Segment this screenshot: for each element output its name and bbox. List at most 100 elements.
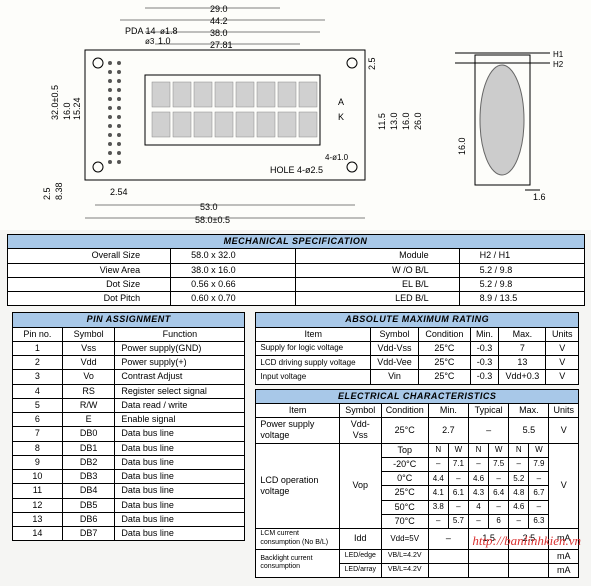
pin-function: Register select signal xyxy=(115,384,245,398)
svg-text:HOLE 4-ø2.5: HOLE 4-ø2.5 xyxy=(270,165,323,175)
pin-no: 7 xyxy=(13,427,63,441)
svg-text:4-ø1.0: 4-ø1.0 xyxy=(325,153,349,162)
pin-symbol: DB0 xyxy=(62,427,115,441)
electrical-char-table: ELECTRICAL CHARACTERISTICS Item Symbol C… xyxy=(255,389,579,579)
pin-no: 6 xyxy=(13,413,63,427)
pin-function: Contrast Adjust xyxy=(115,370,245,384)
pin-title: PIN ASSIGNMENT xyxy=(13,313,245,327)
svg-text:26.0: 26.0 xyxy=(413,112,423,130)
abs-title: ABSOLUTE MAXIMUM RATING xyxy=(256,313,579,327)
pin-symbol: DB4 xyxy=(62,484,115,498)
svg-text:1.0: 1.0 xyxy=(158,36,171,46)
svg-text:32.0±0.5: 32.0±0.5 xyxy=(50,85,60,120)
pin-symbol: R/W xyxy=(62,398,115,412)
svg-text:1.6: 1.6 xyxy=(533,192,546,202)
svg-text:53.0: 53.0 xyxy=(200,202,218,212)
pin-function: Data bus line xyxy=(115,470,245,484)
pin-function: Data read / write xyxy=(115,398,245,412)
svg-text:2.5: 2.5 xyxy=(367,57,377,70)
pin-no: 9 xyxy=(13,455,63,469)
mechanical-spec-table: MECHANICAL SPECIFICATION Overall Size 58… xyxy=(7,234,585,306)
pin-no: 8 xyxy=(13,441,63,455)
pin-symbol: DB2 xyxy=(62,455,115,469)
mech-value: 0.56 x 0.66 xyxy=(171,277,296,291)
svg-text:58.0±0.5: 58.0±0.5 xyxy=(195,215,230,225)
pin-no: 2 xyxy=(13,356,63,370)
pin-function: Data bus line xyxy=(115,527,245,541)
pin-function: Data bus line xyxy=(115,455,245,469)
pin-no: 12 xyxy=(13,498,63,512)
pin-no: 5 xyxy=(13,398,63,412)
pin-function: Data bus line xyxy=(115,427,245,441)
svg-text:44.2: 44.2 xyxy=(210,16,228,26)
pin-symbol: RS xyxy=(62,384,115,398)
elec-title: ELECTRICAL CHARACTERISTICS xyxy=(256,389,579,403)
pin-no: 1 xyxy=(13,341,63,355)
mech-label: View Area xyxy=(7,263,171,277)
pin-symbol: E xyxy=(62,413,115,427)
svg-text:K: K xyxy=(338,112,344,122)
mech-value: H2 / H1 xyxy=(459,249,584,263)
pin-function: Power supply(GND) xyxy=(115,341,245,355)
mech-label: EL B/L xyxy=(295,277,459,291)
pin-function: Data bus line xyxy=(115,498,245,512)
mech-label: Dot Size xyxy=(7,277,171,291)
pin-no: 10 xyxy=(13,470,63,484)
lcd-op-symbol: Vop xyxy=(339,443,381,529)
svg-text:29.0: 29.0 xyxy=(210,4,228,14)
pin-hdr-fn: Function xyxy=(115,327,245,341)
svg-text:2.5: 2.5 xyxy=(42,187,52,200)
pin-assignment-table: PIN ASSIGNMENT Pin no. Symbol Function 1… xyxy=(12,312,245,541)
pin-function: Data bus line xyxy=(115,441,245,455)
pin-function: Enable signal xyxy=(115,413,245,427)
pin-no: 3 xyxy=(13,370,63,384)
mech-value: 8.9 / 13.5 xyxy=(459,292,584,306)
mech-value: 58.0 x 32.0 xyxy=(171,249,296,263)
pin-function: Data bus line xyxy=(115,512,245,526)
svg-text:16.0: 16.0 xyxy=(401,112,411,130)
svg-text:16.0: 16.0 xyxy=(457,137,467,155)
svg-text:11.5: 11.5 xyxy=(377,113,387,130)
svg-text:16.0: 16.0 xyxy=(62,102,72,120)
pin-hdr-sym: Symbol xyxy=(62,327,115,341)
mech-value: 5.2 / 9.8 xyxy=(459,263,584,277)
mech-value: 0.60 x 0.70 xyxy=(171,292,296,306)
pin-hdr-no: Pin no. xyxy=(13,327,63,341)
pin-symbol: DB3 xyxy=(62,470,115,484)
svg-text:13.0: 13.0 xyxy=(389,112,399,130)
svg-text:15.24: 15.24 xyxy=(72,97,82,120)
pin-no: 4 xyxy=(13,384,63,398)
pin-symbol: Vss xyxy=(62,341,115,355)
pin-no: 13 xyxy=(13,512,63,526)
mech-label: Module xyxy=(295,249,459,263)
pin-no: 11 xyxy=(13,484,63,498)
pin-symbol: DB7 xyxy=(62,527,115,541)
pin-symbol: Vo xyxy=(62,370,115,384)
pin-symbol: Vdd xyxy=(62,356,115,370)
svg-text:2.54: 2.54 xyxy=(110,187,128,197)
mech-label: LED B/L xyxy=(295,292,459,306)
mech-title: MECHANICAL SPECIFICATION xyxy=(7,235,584,249)
svg-text:38.0: 38.0 xyxy=(210,28,228,38)
svg-text:PDA 14: PDA 14 xyxy=(125,26,156,36)
footer-url: http://banlinhkien.vn xyxy=(472,533,581,549)
mech-value: 5.2 / 9.8 xyxy=(459,277,584,291)
pin-symbol: DB6 xyxy=(62,512,115,526)
absolute-max-table: ABSOLUTE MAXIMUM RATING ItemSymbolCondit… xyxy=(255,312,579,384)
mech-label: Dot Pitch xyxy=(7,292,171,306)
mech-label: Overall Size xyxy=(7,249,171,263)
svg-text:1.8: 1.8 xyxy=(165,26,178,36)
pin-symbol: DB5 xyxy=(62,498,115,512)
svg-text:H1: H1 xyxy=(553,50,564,59)
svg-text:27.81: 27.81 xyxy=(210,40,233,50)
svg-text:ø3: ø3 xyxy=(145,37,155,46)
technical-drawing: A K 29.0 44.2 38.0 27.81 PDA 14 ø1.8 ø31… xyxy=(0,0,591,230)
lcd-op-item: LCD operation voltage xyxy=(256,443,340,529)
svg-text:8.38: 8.38 xyxy=(54,182,64,200)
svg-text:A: A xyxy=(338,97,344,107)
mech-label: W /O B/L xyxy=(295,263,459,277)
pin-function: Power supply(+) xyxy=(115,356,245,370)
pin-no: 14 xyxy=(13,527,63,541)
svg-text:H2: H2 xyxy=(553,60,564,69)
mech-value: 38.0 x 16.0 xyxy=(171,263,296,277)
